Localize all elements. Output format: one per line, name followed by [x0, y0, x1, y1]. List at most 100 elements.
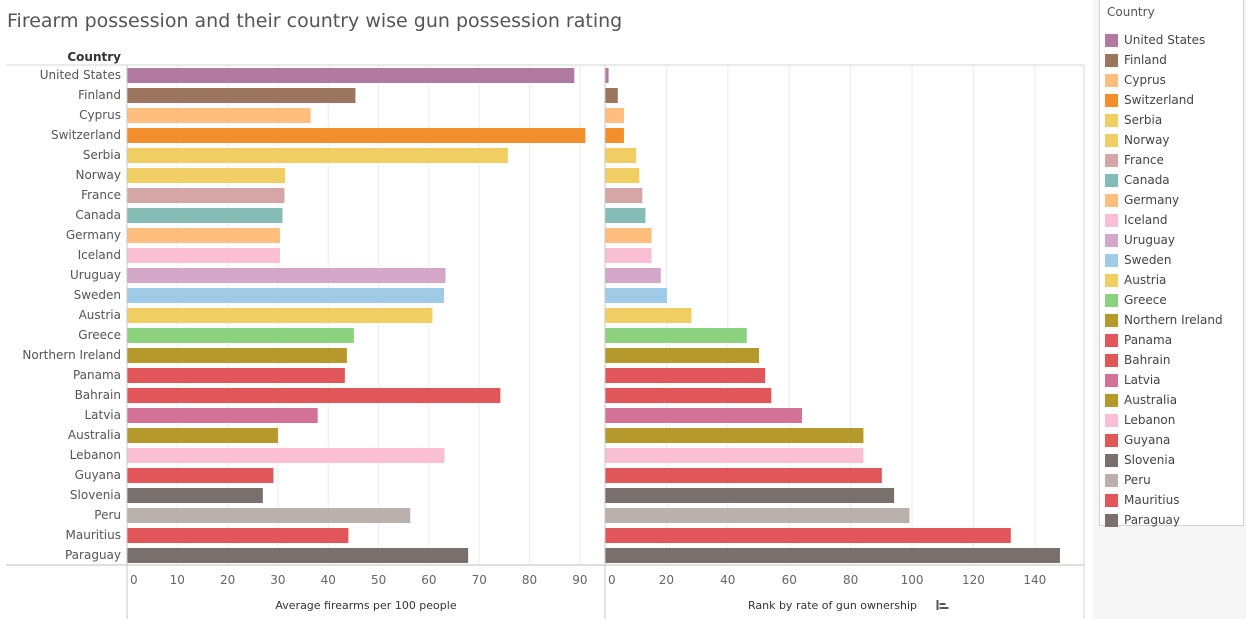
legend-swatch — [1105, 73, 1118, 87]
bar[interactable] — [127, 88, 356, 103]
legend-item[interactable]: Panama — [1105, 330, 1223, 350]
bar[interactable] — [127, 308, 433, 323]
legend-item[interactable]: Lebanon — [1105, 410, 1223, 430]
category-label: Paraguay — [65, 548, 121, 562]
bar[interactable] — [605, 388, 772, 403]
bar[interactable] — [127, 488, 263, 503]
category-label: Norway — [75, 168, 121, 182]
bar[interactable] — [127, 168, 285, 183]
bar[interactable] — [605, 468, 882, 483]
bar[interactable] — [605, 188, 643, 203]
legend-item[interactable]: Cyprus — [1105, 70, 1223, 90]
bar[interactable] — [127, 148, 508, 163]
bar[interactable] — [127, 288, 444, 303]
bar[interactable] — [605, 168, 640, 183]
bar[interactable] — [605, 288, 667, 303]
tick-label: 20 — [659, 573, 674, 587]
category-label: Canada — [75, 208, 121, 222]
legend-label: Paraguay — [1124, 513, 1181, 527]
bar[interactable] — [127, 188, 285, 203]
legend-item[interactable]: Sweden — [1105, 250, 1223, 270]
legend-items: United States Finland Cyprus Switzerland Ser… — [1105, 30, 1223, 530]
tick-label: 0 — [130, 573, 138, 587]
bar[interactable] — [605, 128, 624, 143]
bar[interactable] — [127, 528, 349, 543]
bar[interactable] — [127, 128, 586, 143]
legend-item[interactable]: Serbia — [1105, 110, 1223, 130]
bar[interactable] — [605, 368, 766, 383]
legend-item[interactable]: Canada — [1105, 170, 1223, 190]
bar[interactable] — [127, 508, 411, 523]
bar[interactable] — [605, 548, 1060, 563]
legend-item[interactable]: Finland — [1105, 50, 1223, 70]
bar[interactable] — [127, 68, 575, 83]
legend-swatch — [1105, 93, 1118, 107]
bar[interactable] — [605, 528, 1011, 543]
category-label: Panama — [73, 368, 121, 382]
bar[interactable] — [605, 228, 652, 243]
bar[interactable] — [127, 228, 280, 243]
bar[interactable] — [605, 248, 652, 263]
bar[interactable] — [605, 148, 637, 163]
legend-item[interactable]: United States — [1105, 30, 1223, 50]
legend-item[interactable]: Bahrain — [1105, 350, 1223, 370]
legend-item[interactable]: Austria — [1105, 270, 1223, 290]
bar[interactable] — [605, 268, 661, 283]
bar[interactable] — [127, 428, 278, 443]
legend-item[interactable]: Greece — [1105, 290, 1223, 310]
bar[interactable] — [127, 108, 311, 123]
legend-item[interactable]: Peru — [1105, 470, 1223, 490]
bar[interactable] — [605, 108, 624, 123]
category-label: United States — [40, 68, 121, 82]
tick-label: 20 — [220, 573, 235, 587]
category-label: Mauritius — [66, 528, 121, 542]
legend-item[interactable]: Uruguay — [1105, 230, 1223, 250]
bar[interactable] — [605, 88, 618, 103]
bar[interactable] — [127, 208, 283, 223]
bar[interactable] — [605, 428, 864, 443]
legend-item[interactable]: Guyana — [1105, 430, 1223, 450]
legend-item[interactable]: Norway — [1105, 130, 1223, 150]
axes: 0 10 20 30 40 50 60 70 80 90 Average firearms per … — [6, 64, 1085, 619]
bar[interactable] — [127, 468, 274, 483]
legend-title: Country — [1107, 5, 1155, 19]
legend-item[interactable]: Switzerland — [1105, 90, 1223, 110]
legend-swatch — [1105, 453, 1118, 467]
legend-label: Sweden — [1124, 253, 1172, 267]
bar[interactable] — [127, 408, 318, 423]
legend-swatch — [1105, 113, 1118, 127]
bar[interactable] — [127, 548, 469, 563]
legend-item[interactable]: Germany — [1105, 190, 1223, 210]
bar[interactable] — [605, 208, 646, 223]
bar[interactable] — [127, 328, 354, 343]
bar[interactable] — [127, 268, 446, 283]
bar[interactable] — [605, 308, 692, 323]
bar[interactable] — [605, 408, 803, 423]
bar[interactable] — [127, 368, 345, 383]
bar[interactable] — [127, 248, 280, 263]
bar[interactable] — [605, 488, 895, 503]
legend-swatch — [1105, 233, 1118, 247]
legend-swatch — [1105, 273, 1118, 287]
sort-descending-icon[interactable] — [936, 600, 949, 610]
bar[interactable] — [605, 508, 910, 523]
legend-item[interactable]: France — [1105, 150, 1223, 170]
bar[interactable] — [605, 448, 864, 463]
legend-item[interactable]: Mauritius — [1105, 490, 1223, 510]
bar[interactable] — [605, 348, 760, 363]
bar[interactable] — [127, 448, 445, 463]
legend-swatch — [1105, 393, 1118, 407]
bar[interactable] — [127, 348, 347, 363]
bar[interactable] — [127, 388, 501, 403]
category-label: Finland — [78, 88, 121, 102]
category-label: Bahrain — [75, 388, 121, 402]
legend-item[interactable]: Latvia — [1105, 370, 1223, 390]
legend-item[interactable]: Slovenia — [1105, 450, 1223, 470]
legend-item[interactable]: Iceland — [1105, 210, 1223, 230]
legend-item[interactable]: Northern Ireland — [1105, 310, 1223, 330]
bar[interactable] — [605, 328, 747, 343]
bar[interactable] — [605, 68, 609, 83]
legend-item[interactable]: Paraguay — [1105, 510, 1223, 530]
legend-swatch — [1105, 133, 1118, 147]
legend-item[interactable]: Australia — [1105, 390, 1223, 410]
